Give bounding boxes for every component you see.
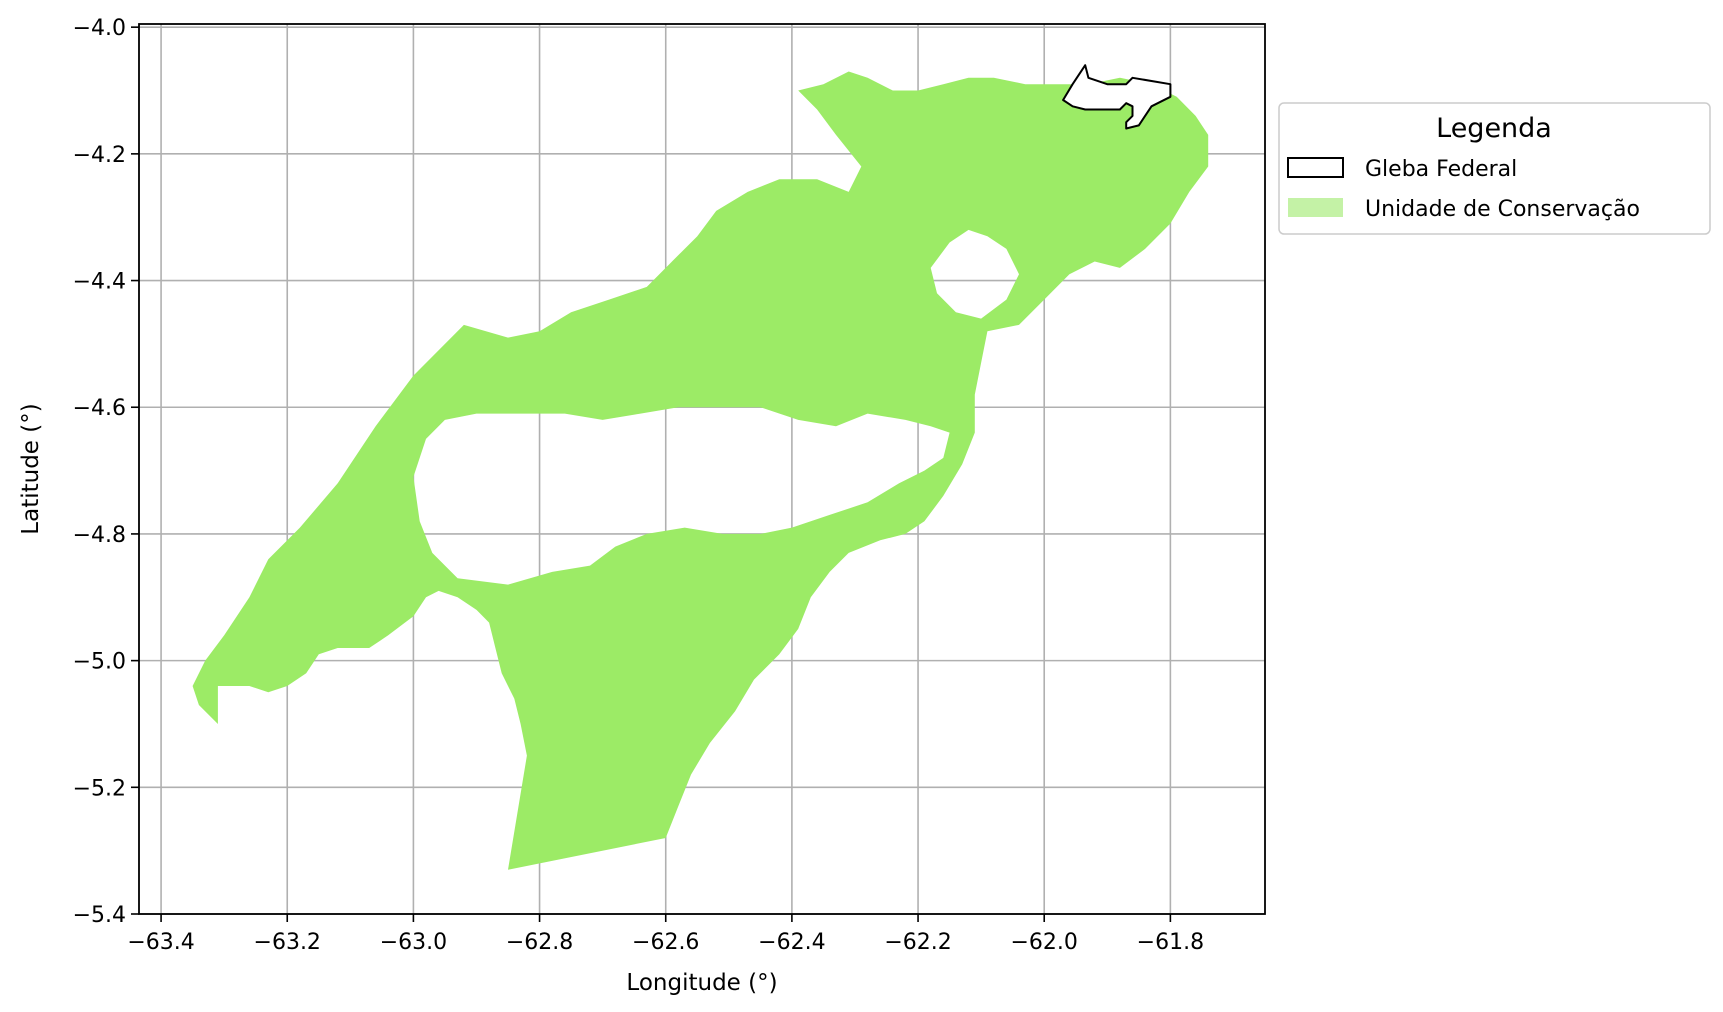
x-tick-label-3: −62.8 [506,930,573,955]
x-tick-label-4: −62.6 [632,930,699,955]
legend-swatch-unidade-de-conservacao [1288,198,1343,217]
y-axis-label: Latitude (°) [18,403,44,534]
axes-frame [138,23,1266,915]
legend: Legenda Gleba Federal Unidade de Conserv… [1278,102,1711,235]
layer-unidade-de-conservacao [192,71,1209,870]
y-tick-label-0: −4.0 [73,16,126,41]
y-tick-label-5: −5.0 [73,650,126,675]
legend-swatch-gleba-federal [1287,157,1344,178]
legend-label-unidade-de-conservacao: Unidade de Conservação [1365,197,1640,222]
map-layers [192,64,1209,870]
y-tick-label-3: −4.6 [73,396,126,421]
y-tick-label-7: −5.4 [73,903,126,928]
y-tick-label-2: −4.4 [73,270,126,295]
y-tick-label-4: −4.8 [73,523,126,548]
x-axis-label: Longitude (°) [626,970,777,996]
axis-ticks: −63.4 −63.2 −63.0 −62.8 −62.6 −62.4 −62.2 −62.0… [73,16,1205,955]
x-tick-label-8: −61.8 [1137,930,1204,955]
y-tick-label-1: −4.2 [73,143,126,168]
x-tick-label-6: −62.2 [884,930,951,955]
legend-label-gleba-federal: Gleba Federal [1365,157,1517,182]
legend-box [1278,102,1711,235]
x-tick-label-7: −62.0 [1011,930,1078,955]
x-tick-label-5: −62.4 [758,930,825,955]
x-tick-label-1: −63.2 [254,930,321,955]
x-tick-label-0: −63.4 [127,930,194,955]
y-tick-label-6: −5.2 [73,776,126,801]
legend-title: Legenda [1436,113,1552,144]
x-tick-label-2: −63.0 [380,930,447,955]
layer-gleba-federal [1062,64,1172,130]
